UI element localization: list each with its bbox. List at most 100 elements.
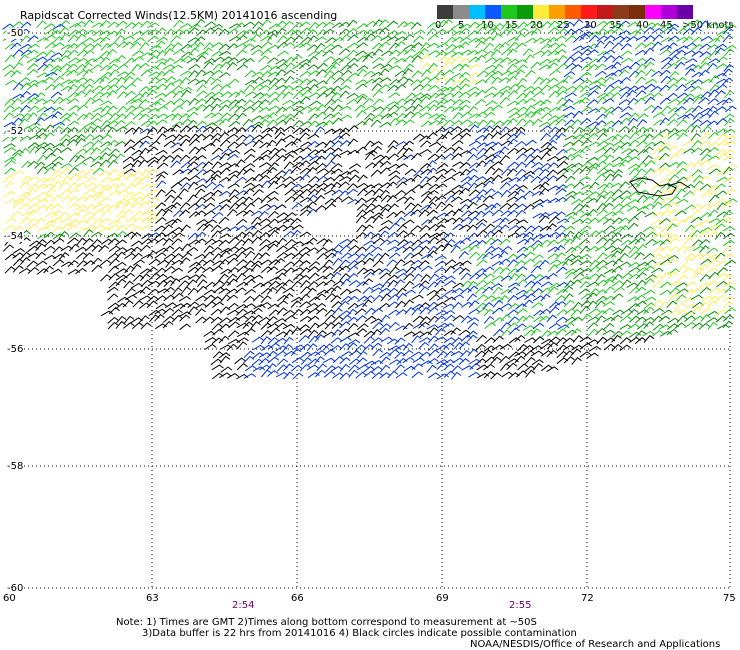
wind-barb [283, 168, 294, 177]
wind-barb [660, 225, 673, 233]
wind-barb [106, 30, 119, 37]
wind-barb [180, 224, 191, 233]
wind-barb [660, 37, 674, 43]
wind-barb [652, 147, 664, 155]
wind-barb [268, 65, 281, 72]
wind-barb [43, 245, 56, 252]
wind-barb [276, 27, 287, 36]
wind-barb [611, 133, 622, 142]
wind-barb [45, 203, 56, 212]
wind-barb [450, 371, 462, 380]
wind-barb [260, 329, 272, 338]
wind-barb [468, 63, 481, 70]
wind-barb [251, 100, 263, 107]
wind-barb [675, 188, 686, 197]
wind-barb [635, 168, 646, 177]
wind-barb [597, 189, 609, 198]
wind-barb [498, 146, 509, 155]
wind-barb [372, 188, 384, 196]
wind-barb [340, 314, 352, 322]
wind-barb [331, 70, 344, 77]
wind-barb [690, 19, 702, 27]
wind-barb [331, 111, 343, 119]
wind-barb [626, 35, 639, 43]
wind-barb [194, 266, 206, 274]
wind-barb [338, 127, 350, 135]
colorbar-label: >50 knots [682, 20, 734, 31]
wind-barb [570, 64, 583, 71]
wind-barb [659, 238, 672, 246]
wind-barb [252, 105, 264, 113]
wind-barb [653, 140, 666, 147]
wind-barb [564, 35, 577, 42]
wind-barb [203, 142, 216, 149]
wind-barb [83, 229, 94, 237]
wind-barb [419, 331, 432, 338]
wind-barb [658, 324, 671, 330]
wind-barb [372, 259, 384, 268]
wind-barb [579, 146, 591, 154]
wind-barb [26, 260, 38, 268]
wind-barb [634, 57, 647, 64]
wind-barb [475, 160, 487, 168]
wind-barb [555, 85, 568, 93]
wind-barb [355, 29, 369, 36]
wind-barb [146, 216, 159, 224]
wind-barb [660, 75, 672, 84]
wind-barb [643, 41, 656, 49]
wind-barb [580, 24, 593, 30]
wind-barb [170, 182, 183, 189]
wind-barb [235, 134, 248, 142]
wind-barb [722, 113, 735, 121]
wind-barb [642, 203, 655, 210]
wind-barb [19, 43, 33, 50]
wind-barb [444, 168, 457, 175]
wind-barb [490, 246, 503, 253]
pass-time: 2:54 [232, 600, 255, 611]
wind-barb [100, 105, 112, 113]
wind-barb [26, 223, 39, 231]
lat-label: -54 [6, 231, 25, 242]
wind-barb [58, 230, 69, 239]
wind-barb [725, 163, 738, 170]
wind-barb [716, 272, 728, 280]
wind-barb [611, 217, 624, 225]
wind-barb [331, 104, 343, 113]
wind-barb [187, 181, 199, 190]
wind-barb [386, 181, 398, 189]
wind-barb [66, 69, 79, 77]
wind-barb [221, 56, 234, 63]
wind-barb [339, 114, 352, 121]
wind-barb [564, 215, 576, 224]
wind-barb [587, 90, 599, 98]
wind-barb [461, 315, 472, 323]
wind-barb [131, 252, 143, 261]
wind-barb [460, 111, 473, 119]
wind-barb [74, 170, 87, 177]
wind-barb [572, 335, 584, 343]
wind-barb [635, 279, 647, 288]
wind-barb [235, 210, 248, 217]
wind-barb [404, 306, 416, 315]
wind-barb [426, 42, 439, 49]
wind-barb [474, 182, 487, 189]
wind-barb [132, 140, 144, 148]
wind-barb [138, 302, 151, 309]
wind-barb [187, 125, 199, 133]
wind-barb [147, 55, 159, 63]
wind-barb [260, 322, 272, 330]
wind-barb [714, 183, 726, 191]
wind-barb [644, 211, 658, 218]
wind-barb [194, 253, 207, 260]
wind-barb [282, 217, 295, 224]
wind-barb [266, 286, 278, 295]
wind-barb [306, 208, 318, 217]
wind-barb [426, 160, 437, 169]
wind-barb [284, 29, 297, 36]
wind-barb [499, 181, 511, 190]
wind-barb [237, 168, 248, 177]
wind-barb [619, 181, 630, 189]
wind-barb [603, 84, 615, 93]
wind-barb [540, 125, 552, 132]
wind-barb [708, 287, 721, 294]
